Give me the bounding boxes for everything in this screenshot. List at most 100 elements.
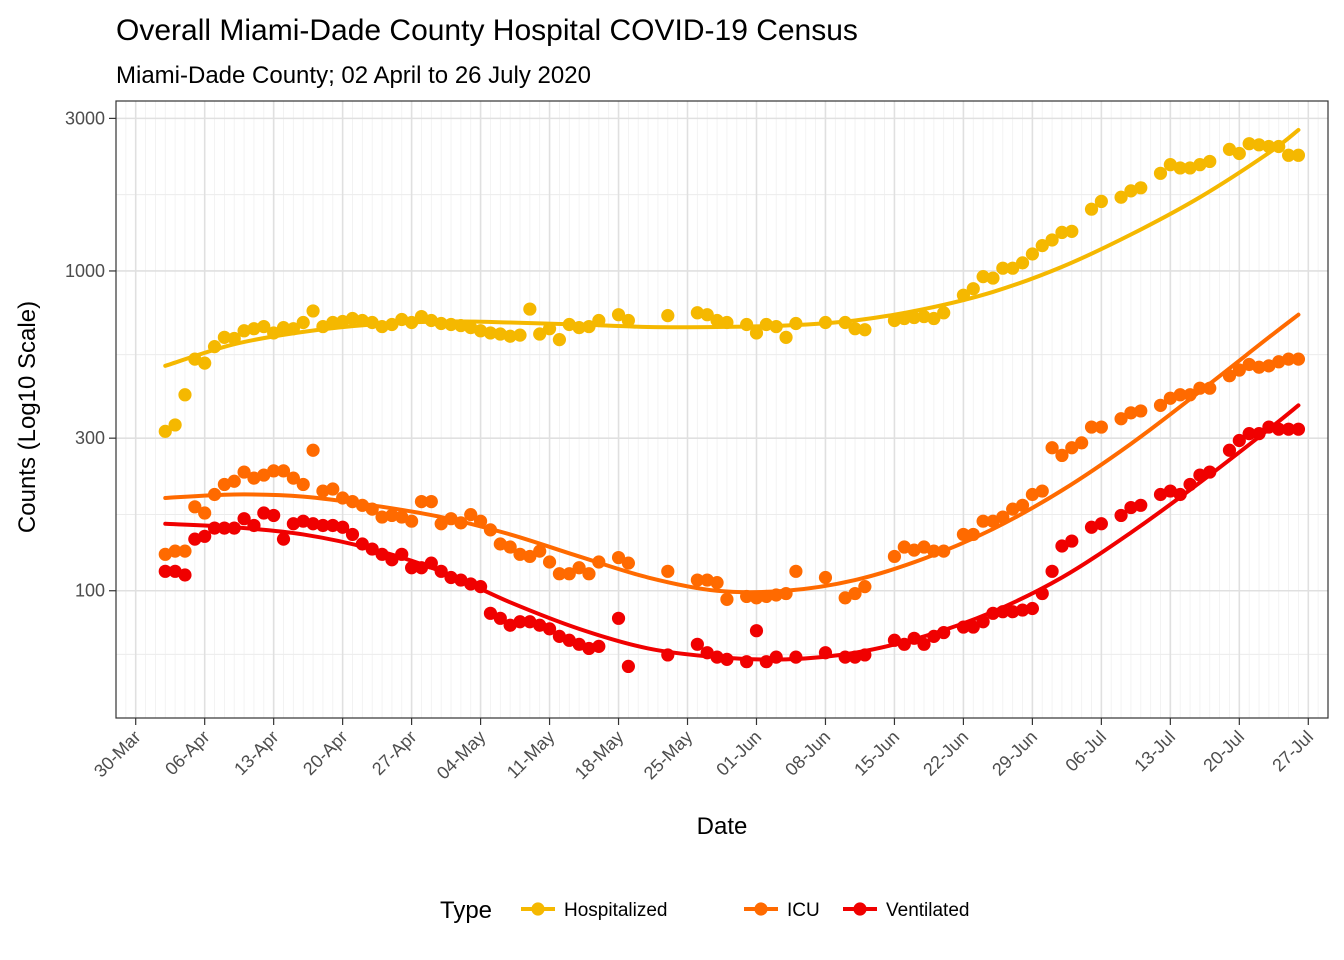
point-hospitalized	[444, 317, 458, 332]
point-icu	[976, 514, 990, 528]
point-icu	[1173, 388, 1187, 402]
point-hospitalized	[986, 271, 1000, 285]
point-hospitalized	[1114, 190, 1128, 204]
point-icu	[956, 527, 971, 542]
point-ventilated	[473, 580, 488, 594]
point-icu	[789, 564, 803, 578]
point-ventilated	[434, 564, 448, 578]
point-hospitalized	[503, 329, 517, 343]
point-ventilated	[247, 518, 261, 533]
point-ventilated	[700, 646, 714, 660]
point-icu	[1134, 404, 1148, 418]
point-hospitalized	[582, 319, 596, 334]
point-hospitalized	[375, 319, 389, 334]
point-icu	[562, 567, 576, 581]
point-icu	[198, 506, 212, 520]
point-icu	[434, 517, 448, 531]
point-hospitalized	[1203, 154, 1217, 169]
point-icu	[1084, 420, 1099, 434]
point-hospitalized	[473, 324, 488, 338]
point-icu	[1114, 412, 1128, 426]
y-axis-title: Counts (Log10 Scale)	[14, 301, 41, 533]
point-icu	[326, 482, 340, 496]
point-icu	[1094, 420, 1108, 434]
point-hospitalized	[158, 424, 172, 438]
point-icu	[483, 523, 498, 537]
legend: Type Hospitalized ICU Ventilated	[440, 897, 969, 924]
point-icu	[513, 547, 527, 561]
point-ventilated	[582, 641, 596, 656]
point-hospitalized	[1173, 161, 1187, 175]
point-icu	[818, 570, 833, 585]
point-ventilated	[1065, 534, 1079, 548]
point-ventilated	[513, 615, 527, 629]
x-tick-label: 08-Jun	[781, 727, 834, 780]
point-hospitalized	[769, 319, 783, 334]
point-icu	[375, 510, 389, 524]
point-icu	[552, 567, 567, 581]
point-hospitalized	[306, 304, 320, 318]
point-ventilated	[996, 605, 1010, 619]
point-ventilated	[720, 652, 734, 666]
point-ventilated	[1114, 508, 1128, 523]
point-icu	[1124, 406, 1138, 420]
point-ventilated	[1222, 443, 1237, 457]
point-ventilated	[1291, 422, 1306, 436]
point-hospitalized	[168, 418, 182, 432]
point-hospitalized	[1006, 261, 1020, 275]
point-icu	[582, 567, 596, 581]
point-hospitalized	[247, 322, 261, 336]
point-icu	[533, 544, 547, 558]
point-hospitalized	[316, 319, 330, 334]
point-hospitalized	[779, 330, 793, 344]
point-hospitalized	[621, 313, 635, 328]
legend-label-ventilated: Ventilated	[886, 900, 969, 921]
point-hospitalized	[198, 356, 212, 370]
point-ventilated	[395, 547, 409, 561]
point-ventilated	[937, 625, 951, 640]
point-ventilated	[424, 556, 438, 570]
point-hospitalized	[740, 317, 754, 332]
point-hospitalized	[286, 322, 300, 336]
point-ventilated	[198, 529, 212, 543]
point-hospitalized	[690, 306, 704, 320]
point-icu	[621, 556, 635, 570]
point-ventilated	[917, 637, 931, 651]
point-icu	[966, 527, 980, 542]
point-hospitalized	[493, 327, 507, 341]
point-icu	[168, 544, 182, 558]
x-tick-label: 27-Jul	[1268, 727, 1317, 776]
point-icu	[740, 589, 754, 604]
point-hospitalized	[759, 317, 773, 332]
point-ventilated	[257, 506, 271, 520]
y-axis: 100 300 1000 3000	[65, 108, 116, 601]
point-ventilated	[493, 611, 507, 625]
point-hospitalized	[848, 322, 862, 336]
chart-title: Overall Miami-Dade County Hospital COVID…	[116, 14, 858, 47]
x-tick-label: 06-Apr	[161, 727, 213, 779]
point-ventilated	[749, 624, 764, 638]
point-hospitalized	[1232, 146, 1246, 161]
point-icu	[542, 555, 557, 569]
point-ventilated	[907, 631, 921, 645]
point-hospitalized	[483, 326, 498, 340]
data-points	[158, 137, 1306, 673]
point-hospitalized	[976, 270, 990, 284]
point-icu	[395, 510, 409, 524]
point-hospitalized	[523, 302, 537, 316]
point-ventilated	[966, 620, 980, 634]
point-hospitalized	[542, 322, 557, 336]
y-tick-label: 1000	[65, 261, 105, 281]
point-icu	[1045, 441, 1059, 455]
point-hospitalized	[592, 313, 606, 328]
point-icu	[592, 555, 606, 569]
point-icu	[1252, 360, 1266, 374]
point-ventilated	[365, 542, 379, 556]
point-icu	[257, 468, 271, 482]
x-axis-title: Date	[697, 813, 748, 840]
point-hospitalized	[326, 315, 340, 330]
point-ventilated	[336, 520, 350, 534]
point-ventilated	[385, 553, 399, 567]
legend-label-hospitalized: Hospitalized	[564, 900, 668, 921]
point-ventilated	[848, 650, 862, 664]
